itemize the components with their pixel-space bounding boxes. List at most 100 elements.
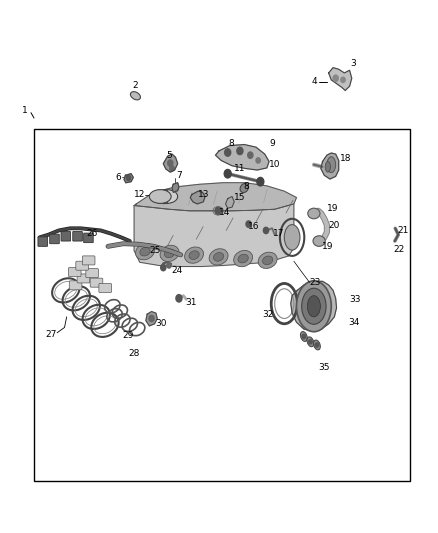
Text: 5: 5 [166, 151, 172, 160]
Text: 28: 28 [128, 350, 140, 359]
Text: 1: 1 [22, 106, 28, 115]
Ellipse shape [258, 252, 277, 269]
Text: 15: 15 [234, 193, 246, 202]
Circle shape [41, 239, 45, 244]
Text: 18: 18 [340, 155, 352, 164]
Ellipse shape [240, 183, 248, 192]
Ellipse shape [262, 256, 273, 265]
Ellipse shape [284, 224, 300, 250]
Text: 29: 29 [122, 331, 133, 340]
Circle shape [248, 152, 253, 158]
FancyBboxPatch shape [82, 256, 95, 265]
Circle shape [215, 207, 221, 215]
Ellipse shape [131, 92, 141, 100]
Text: 24: 24 [172, 266, 183, 275]
Circle shape [75, 233, 80, 239]
Circle shape [86, 235, 91, 240]
Ellipse shape [307, 337, 314, 347]
Circle shape [161, 264, 166, 271]
Ellipse shape [300, 332, 307, 342]
Circle shape [167, 263, 171, 268]
Circle shape [333, 75, 338, 82]
FancyBboxPatch shape [68, 268, 81, 277]
Text: 19: 19 [322, 242, 334, 251]
FancyBboxPatch shape [77, 274, 90, 283]
Text: 23: 23 [309, 278, 321, 287]
Ellipse shape [302, 288, 326, 324]
Text: 8: 8 [228, 139, 234, 148]
Text: 14: 14 [219, 208, 230, 217]
FancyBboxPatch shape [99, 284, 112, 293]
Bar [158, 190, 167, 204]
Circle shape [52, 236, 57, 241]
Text: 31: 31 [185, 297, 197, 306]
Text: 22: 22 [394, 245, 405, 254]
Ellipse shape [297, 281, 331, 332]
FancyBboxPatch shape [86, 269, 99, 278]
Circle shape [302, 334, 306, 338]
Ellipse shape [149, 190, 171, 204]
Text: 20: 20 [328, 221, 339, 230]
Circle shape [149, 316, 154, 321]
Ellipse shape [233, 251, 253, 266]
Circle shape [170, 166, 174, 171]
Text: 17: 17 [273, 229, 285, 238]
Text: 2: 2 [133, 80, 138, 90]
Ellipse shape [213, 253, 224, 261]
Polygon shape [226, 197, 234, 208]
Circle shape [237, 147, 243, 155]
Text: 6: 6 [115, 173, 121, 182]
Circle shape [224, 169, 231, 178]
Ellipse shape [314, 340, 320, 350]
Text: 8: 8 [243, 182, 249, 191]
Ellipse shape [327, 157, 336, 173]
Text: 26: 26 [86, 229, 98, 238]
FancyBboxPatch shape [61, 231, 71, 241]
Text: 10: 10 [269, 160, 280, 168]
Text: 4: 4 [311, 77, 317, 86]
Polygon shape [215, 144, 269, 170]
FancyBboxPatch shape [69, 281, 82, 290]
Text: 30: 30 [155, 319, 167, 328]
Polygon shape [328, 68, 352, 91]
Circle shape [257, 177, 264, 186]
Ellipse shape [160, 245, 179, 262]
Circle shape [317, 238, 322, 244]
Circle shape [315, 343, 319, 347]
Circle shape [311, 211, 317, 216]
FancyBboxPatch shape [76, 261, 88, 270]
Text: 11: 11 [234, 164, 246, 173]
Text: 34: 34 [348, 318, 360, 327]
Ellipse shape [164, 249, 175, 258]
Ellipse shape [184, 247, 204, 263]
Ellipse shape [156, 190, 178, 204]
Polygon shape [291, 281, 336, 331]
Circle shape [309, 340, 312, 344]
Polygon shape [190, 191, 205, 204]
Text: 25: 25 [150, 246, 161, 255]
Text: 33: 33 [349, 295, 360, 304]
FancyBboxPatch shape [73, 231, 82, 241]
FancyBboxPatch shape [90, 278, 103, 287]
Circle shape [168, 160, 173, 166]
Text: 27: 27 [46, 330, 57, 339]
Text: 3: 3 [350, 60, 356, 68]
Circle shape [246, 221, 251, 227]
Ellipse shape [238, 254, 248, 263]
Circle shape [263, 227, 268, 233]
Text: 35: 35 [318, 363, 330, 372]
Polygon shape [134, 204, 294, 266]
Polygon shape [146, 312, 157, 326]
Circle shape [64, 233, 68, 239]
FancyBboxPatch shape [38, 237, 47, 246]
FancyBboxPatch shape [84, 233, 93, 243]
Ellipse shape [140, 247, 150, 256]
FancyBboxPatch shape [49, 234, 59, 244]
Text: 21: 21 [397, 226, 408, 235]
Polygon shape [134, 183, 297, 211]
Ellipse shape [307, 296, 321, 317]
Circle shape [176, 295, 182, 302]
Circle shape [256, 158, 260, 163]
Text: 13: 13 [198, 190, 209, 199]
Text: 16: 16 [248, 222, 260, 231]
